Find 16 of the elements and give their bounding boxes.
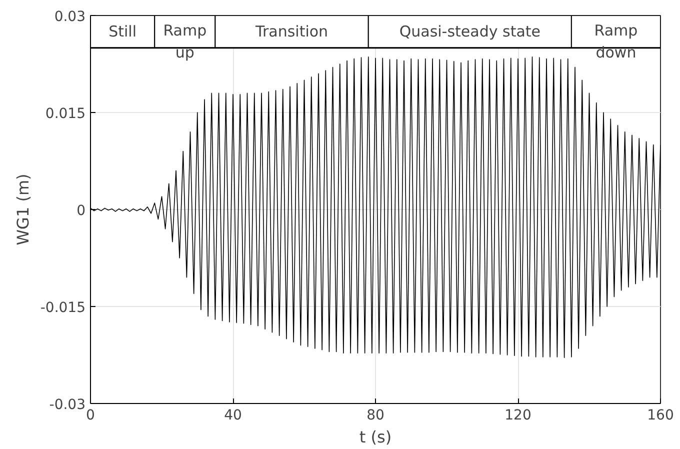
band-label: Still (108, 22, 137, 41)
y-tick-label: -0.015 (40, 300, 86, 316)
y-axis-title: WG1 (m) (13, 174, 32, 246)
band-label: Transition (254, 22, 328, 41)
x-tick-label: 120 (504, 408, 532, 424)
x-tick-label: 40 (224, 408, 242, 424)
y-tick-label: 0.03 (54, 9, 86, 25)
y-tick-label: -0.03 (49, 397, 86, 413)
y-tick-label: 0 (76, 203, 86, 219)
band-label: Ramp up (163, 22, 207, 62)
band-label: Quasi-steady state (399, 22, 541, 41)
band-label: Ramp down (594, 22, 638, 62)
y-tick-label: 0.015 (45, 106, 86, 122)
x-tick-label: 80 (366, 408, 384, 424)
x-tick-label: 160 (647, 408, 674, 424)
x-axis-title: t (s) (359, 428, 392, 446)
